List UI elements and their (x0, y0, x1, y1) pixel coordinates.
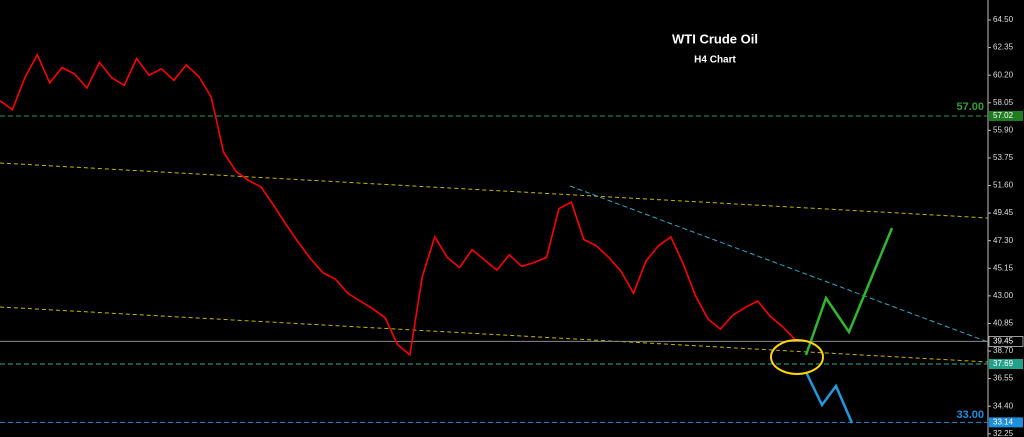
level-tag: 33.14 (993, 417, 1014, 426)
chart-subtitle: H4 Chart (694, 55, 736, 66)
chart-title: WTI Crude Oil (672, 31, 758, 46)
y-tick-label: 40.85 (993, 319, 1014, 328)
y-tick-label: 49.45 (993, 208, 1014, 217)
y-tick-label: 62.35 (993, 43, 1014, 52)
level-tag-bg (989, 358, 1023, 369)
highlight-ellipse (770, 339, 824, 375)
level-tag-bg (989, 110, 1023, 121)
trend-line (0, 306, 989, 363)
y-tick-label: 34.40 (993, 401, 1014, 410)
trend-line (0, 162, 989, 219)
trend-line (569, 185, 989, 343)
level-tag-bg (989, 417, 1023, 428)
y-tick-label: 45.15 (993, 263, 1014, 272)
y-tick-label: 32.25 (993, 429, 1014, 437)
y-tick-label: 47.30 (993, 236, 1014, 245)
level-note: 33.00 (956, 409, 984, 421)
y-tick-label: 55.90 (993, 125, 1014, 134)
projection-down (804, 371, 854, 424)
y-tick-label: 64.50 (993, 15, 1014, 24)
y-tick-label: 43.00 (993, 291, 1014, 300)
price-line (0, 52, 796, 357)
level-note: 57.00 (956, 101, 984, 113)
level-tag-bg (988, 336, 1024, 347)
y-tick-label: 53.75 (993, 153, 1014, 162)
y-tick-label: 60.20 (993, 70, 1014, 79)
projection-up (804, 227, 894, 356)
y-tick-label: 38.70 (993, 346, 1014, 355)
y-tick-label: 36.55 (993, 374, 1014, 383)
level-tag: 39.45 (993, 337, 1014, 346)
level-tag: 57.02 (993, 111, 1014, 120)
level-tag: 37.69 (993, 359, 1014, 368)
y-tick-label: 51.60 (993, 181, 1014, 190)
y-tick-label: 58.05 (993, 98, 1014, 107)
